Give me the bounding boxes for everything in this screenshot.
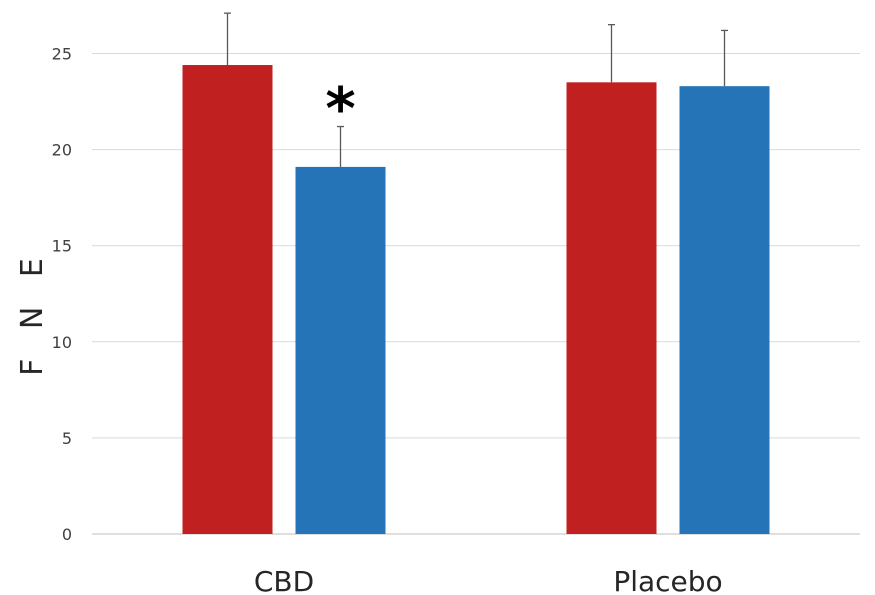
y-tick-label: 10 (52, 333, 72, 352)
bar-cbd-series-1 (182, 65, 273, 535)
category-label-placebo: Placebo (613, 565, 722, 595)
y-tick-label: 25 (52, 45, 72, 64)
bars (182, 65, 770, 535)
bar-cbd-series-2 (295, 166, 386, 534)
y-tick-label: 5 (62, 429, 72, 448)
bar-placebo-series-1 (566, 82, 657, 534)
x-axis-categories: CBD Placebo (254, 565, 723, 595)
error-bars (224, 12, 728, 167)
bar-placebo-series-2 (679, 86, 770, 534)
category-label-cbd: CBD (254, 565, 314, 595)
y-axis-title: F N E (15, 248, 50, 376)
y-tick-label: 15 (52, 237, 72, 256)
y-tick-label: 20 (52, 141, 72, 160)
annotations: * (325, 75, 355, 143)
significance-asterisk: * (325, 75, 355, 143)
y-axis-ticks: 0 5 10 15 20 25 (52, 45, 72, 545)
y-tick-label: 0 (62, 525, 72, 544)
